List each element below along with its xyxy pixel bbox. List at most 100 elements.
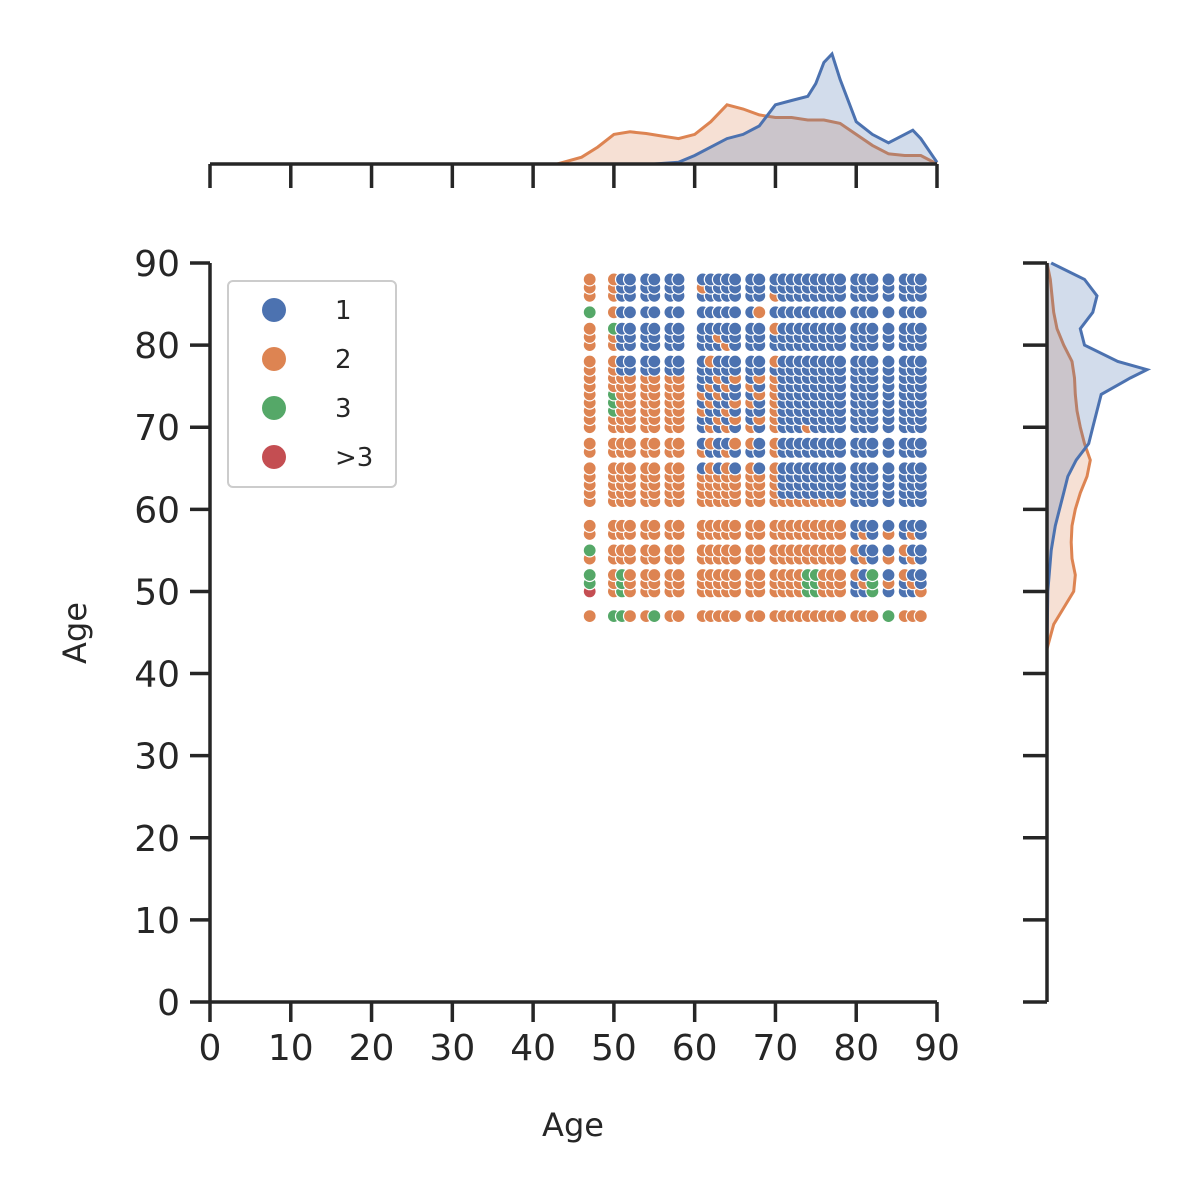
top-kde-fill-1 <box>654 54 937 164</box>
scatter-point <box>865 354 880 369</box>
y-axis-label: Age <box>56 602 94 664</box>
scatter-point <box>727 608 743 624</box>
scatter-point <box>881 305 896 320</box>
legend-marker-3 <box>262 445 286 469</box>
y-tick-label: 30 <box>134 737 180 778</box>
x-tick-label: 40 <box>510 1028 556 1069</box>
scatter-point <box>671 567 686 583</box>
scatter-point <box>832 518 848 533</box>
scatter-point <box>622 321 638 336</box>
scatter-point <box>865 272 880 287</box>
scatter-point <box>582 518 597 533</box>
scatter-point <box>913 518 928 533</box>
joint-axes: 0 10 20 30 40 50 60 70 80 90 0 10 20 30 40 50 60 70 80 90 <box>134 162 1049 1069</box>
scatter-point <box>671 543 686 558</box>
scatter-point <box>647 354 662 369</box>
x-tick-label: 0 <box>199 1028 222 1069</box>
scatter-point <box>913 321 928 336</box>
y-tick-label: 60 <box>134 490 180 531</box>
y-tick-label: 20 <box>134 819 180 860</box>
top-kde-line-2 <box>556 103 938 166</box>
scatter-point <box>647 543 662 558</box>
scatter-point <box>865 567 880 583</box>
scatter-point <box>913 608 928 624</box>
joint-scatter-points <box>582 272 928 624</box>
scatter-point <box>671 354 686 369</box>
scatter-point <box>727 567 743 583</box>
scatter-point <box>881 567 896 583</box>
scatter-point <box>582 436 597 451</box>
scatter-point <box>913 305 928 320</box>
scatter-point <box>881 436 896 451</box>
scatter-point <box>647 272 662 287</box>
scatter-point <box>752 461 767 476</box>
scatter-point <box>647 436 662 451</box>
y-tick-label: 0 <box>157 983 180 1024</box>
legend-label-2: 3 <box>335 394 352 424</box>
scatter-point <box>832 436 848 451</box>
scatter-point <box>832 608 848 624</box>
top-marginal-kde <box>556 51 939 166</box>
scatter-point <box>913 567 928 583</box>
scatter-point <box>727 436 743 451</box>
scatter-point <box>727 272 743 287</box>
y-tick-label: 10 <box>134 901 180 942</box>
scatter-point <box>582 461 597 476</box>
scatter-point <box>647 305 662 320</box>
scatter-point <box>832 354 848 369</box>
x-tick-label: 20 <box>349 1028 395 1069</box>
scatter-point <box>622 608 638 624</box>
scatter-point <box>671 321 686 336</box>
x-axis-label: Age <box>542 1106 604 1144</box>
scatter-point <box>671 461 686 476</box>
scatter-point <box>865 321 880 336</box>
scatter-point <box>727 354 743 369</box>
scatter-point <box>881 543 896 558</box>
scatter-point <box>647 461 662 476</box>
scatter-point <box>582 567 597 583</box>
legend-marker-1 <box>262 347 286 371</box>
scatter-point <box>582 543 597 558</box>
scatter-point <box>647 518 662 533</box>
scatter-point <box>913 543 928 558</box>
right-kde-line-2 <box>1045 262 1092 650</box>
x-tick-label: 50 <box>591 1028 637 1069</box>
legend-label-0: 1 <box>335 296 352 326</box>
scatter-point <box>727 305 743 320</box>
right-kde-fill-1 <box>1047 263 1147 649</box>
scatter-point <box>622 518 638 533</box>
scatter-point <box>832 461 848 476</box>
x-tick-label: 80 <box>833 1028 879 1069</box>
legend-marker-0 <box>262 298 286 322</box>
scatter-point <box>647 608 662 624</box>
scatter-point <box>727 461 743 476</box>
scatter-point <box>752 272 767 287</box>
legend-box <box>227 280 397 488</box>
scatter-point <box>752 321 767 336</box>
scatter-point <box>622 436 638 451</box>
scatter-point <box>865 305 880 320</box>
scatter-point <box>622 354 638 369</box>
scatter-point <box>727 321 743 336</box>
scatter-point <box>671 436 686 451</box>
scatter-point <box>622 461 638 476</box>
y-tick-label: 80 <box>134 326 180 367</box>
legend-label-3: >3 <box>335 443 373 473</box>
scatter-point <box>913 461 928 476</box>
scatter-point <box>865 461 880 476</box>
scatter-point <box>881 608 896 624</box>
scatter-point <box>671 518 686 533</box>
scatter-point <box>832 305 848 320</box>
scatter-point <box>582 608 597 624</box>
x-tick-label: 60 <box>672 1028 718 1069</box>
scatter-point <box>752 354 767 369</box>
scatter-point <box>752 305 767 320</box>
x-tick-label: 30 <box>429 1028 475 1069</box>
scatter-point <box>647 567 662 583</box>
scatter-point <box>865 436 880 451</box>
scatter-point <box>752 543 767 558</box>
scatter-point <box>881 518 896 533</box>
scatter-point <box>752 567 767 583</box>
y-tick-label: 50 <box>134 572 180 613</box>
scatter-point <box>727 543 743 558</box>
